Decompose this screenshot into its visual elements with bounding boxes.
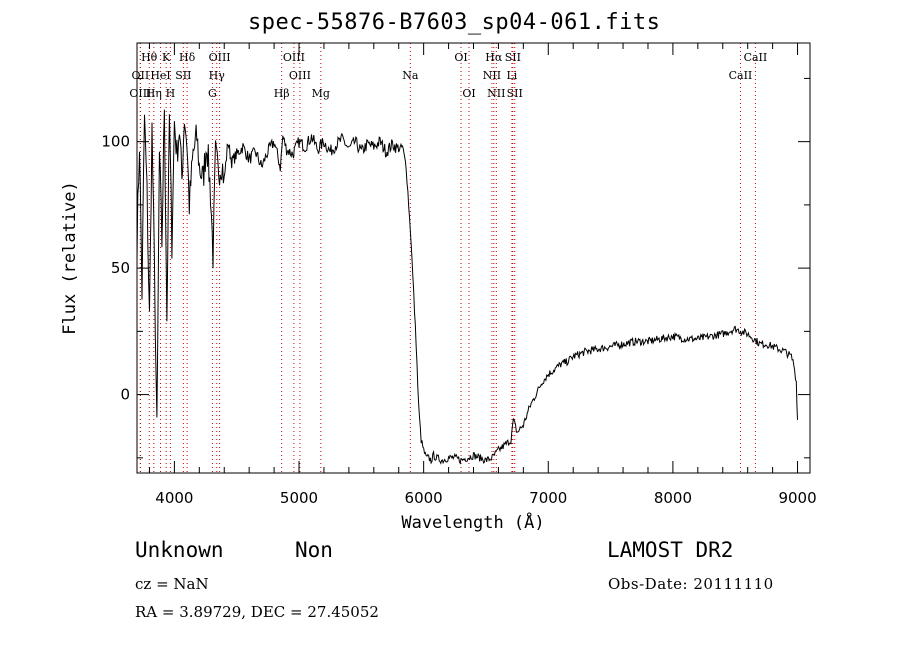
spectral-line-label: OIII (289, 69, 311, 82)
spectral-line-label: OI (462, 87, 475, 100)
plot-frame (136, 42, 811, 474)
spectral-line-label: Hγ (209, 69, 226, 82)
x-tick-label: 8000 (654, 489, 692, 507)
ra-dec-coordinates: RA = 3.89729, DEC = 27.45052 (135, 603, 379, 621)
spectral-line-label: H (166, 87, 176, 100)
chart-title: spec-55876-B7603_sp04-061.fits (248, 10, 661, 35)
spectral-line-label: SII (507, 87, 523, 100)
spectral-line-label: Li (506, 69, 517, 82)
spectral-line-label: NII (487, 87, 505, 100)
spectral-line-label: OII (132, 69, 150, 82)
spectral-line-label: HeI (150, 69, 170, 82)
spectral-line-label: OIII (129, 87, 151, 100)
x-tick-label: 5000 (280, 489, 318, 507)
spectral-line-label: Mg (312, 87, 330, 100)
survey-name: LAMOST DR2 (607, 538, 734, 562)
spectral-line-label: SII (175, 69, 191, 82)
spectral-line-label: OI (454, 51, 467, 64)
spectral-line-label: CaII (744, 51, 768, 64)
spectral-line-label: Hη (146, 87, 162, 100)
x-tick-label: 6000 (405, 489, 443, 507)
spectral-line-markers (139, 43, 756, 473)
observation-date: Obs-Date: 20111110 (608, 575, 774, 593)
spectral-line-label: K (162, 51, 171, 64)
x-tick-label: 9000 (778, 489, 816, 507)
x-tick-label: 7000 (529, 489, 567, 507)
spectral-line-label: Hθ (141, 51, 158, 64)
spectral-line-label: OIII (283, 51, 305, 64)
axis-ticks: 4000 5000 6000 7000 8000 9000 0 50 100 (101, 43, 817, 507)
spectral-line-label: Na (402, 69, 419, 82)
spectral-line-label: SII (505, 51, 521, 64)
y-tick-label: 100 (101, 133, 130, 151)
spectral-line-label: OIII (209, 51, 231, 64)
object-class: Unknown (135, 538, 224, 562)
y-tick-label: 50 (111, 259, 130, 277)
object-subclass: Non (295, 538, 333, 562)
redshift-info: cz = NaN (135, 575, 209, 593)
spectral-line-label: Hβ (274, 87, 290, 100)
x-tick-label: 4000 (155, 489, 193, 507)
spectral-line-label: G (208, 87, 217, 100)
x-axis-label: Wavelength (Å) (401, 511, 544, 533)
y-axis-label: Flux (relative) (60, 181, 80, 335)
spectrum-series (136, 109, 798, 465)
spectral-line-label: CaII (729, 69, 753, 82)
spectral-line-label: NII (483, 69, 501, 82)
y-tick-label: 0 (120, 386, 130, 404)
spectral-line-label: Hδ (179, 51, 196, 64)
spectrum-line (136, 109, 798, 465)
spectral-line-label: Hα (485, 51, 503, 64)
